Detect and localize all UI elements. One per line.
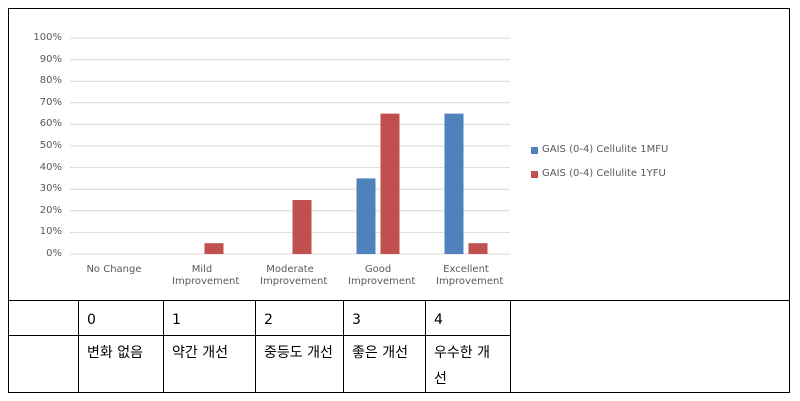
y-tick-label: 30% [39,183,62,195]
x-tick-label: Good Improvement [348,264,416,287]
y-tick-label: 100% [33,32,62,43]
y-tick-label: 80% [39,75,62,87]
y-tick-label: 70% [39,96,62,108]
table-cell: 중등도 개선 [264,345,333,361]
table-lines [8,300,790,393]
legend-swatch [531,171,538,178]
y-tick-label: 50% [39,140,62,151]
legend-swatch [531,147,538,154]
table-cell: 0 [87,312,96,328]
legend-label: GAIS (0-4) Cellulite 1YFU [542,168,666,179]
table-cell: 3 [352,312,361,328]
x-tick-label: Mild Improvement [172,264,240,287]
y-tick-label: 40% [39,161,62,173]
table-cell: 1 [172,312,181,328]
x-tick-label: Excellent Improvement [436,264,504,287]
y-tick-label: 90% [39,53,62,65]
bar [444,113,464,254]
y-tick-label: 60% [39,118,62,130]
y-tick-label: 0% [46,248,62,259]
table-cell: 좋은 개선 [352,345,408,361]
table-cell: 약간 개선 [172,345,228,361]
legend-label: GAIS (0-4) Cellulite 1MFU [542,144,669,155]
x-tick-label: No Change [86,264,142,275]
bar [292,200,312,254]
bar [468,243,488,254]
table-cell: 변화 없음 [87,345,143,361]
x-tick-label: Moderate Improvement [260,264,328,287]
table-cell: 2 [264,312,273,328]
y-tick-label: 20% [39,204,62,216]
y-tick-label: 10% [39,226,62,238]
bar [380,113,400,254]
frame [8,8,790,393]
bar [204,243,224,254]
table-cell: 우수한 개선 [434,345,490,387]
bar [356,178,376,254]
table-cell: 4 [434,312,443,328]
